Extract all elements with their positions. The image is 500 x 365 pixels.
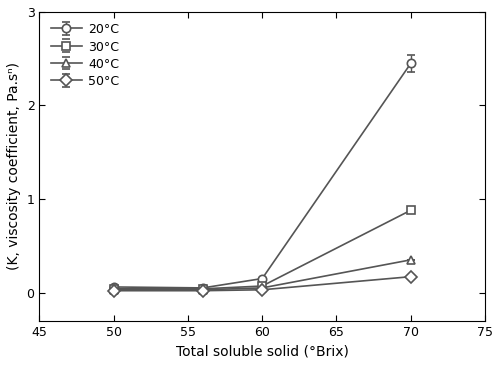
Y-axis label: (K, viscosity coefficient, Pa.sⁿ): (K, viscosity coefficient, Pa.sⁿ) [7, 62, 21, 270]
X-axis label: Total soluble solid (°Brix): Total soluble solid (°Brix) [176, 344, 348, 358]
Legend: 20°C, 30°C, 40°C, 50°C: 20°C, 30°C, 40°C, 50°C [46, 18, 124, 93]
